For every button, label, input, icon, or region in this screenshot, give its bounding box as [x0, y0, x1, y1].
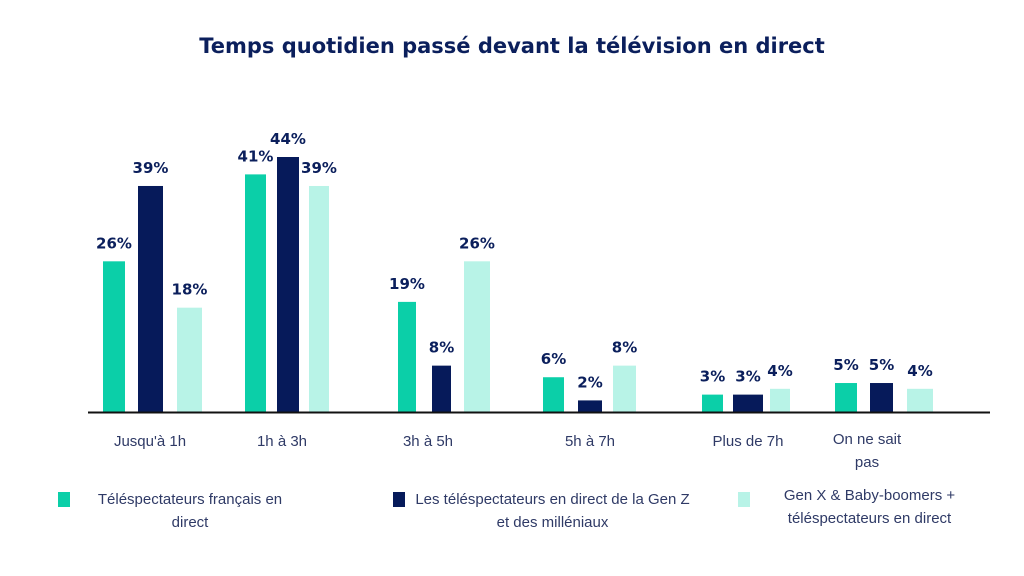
data-label: 18% — [172, 281, 208, 299]
bar — [432, 365, 451, 412]
bar — [578, 400, 602, 412]
legend-swatch-series-3 — [738, 492, 750, 507]
legend-label-series-2: Les téléspectateurs en direct de la Gen … — [415, 491, 690, 531]
data-label: 26% — [96, 234, 132, 252]
data-label: 26% — [459, 234, 495, 252]
x-tick-label: On ne sait pas — [833, 431, 902, 471]
bar — [245, 174, 266, 412]
x-tick-label: Jusqu'à 1h — [114, 433, 186, 450]
legend-swatch-series-2 — [393, 492, 405, 507]
data-label: 4% — [767, 362, 792, 380]
bar — [103, 261, 125, 412]
x-tick-label: 5h à 7h — [565, 433, 615, 450]
bar — [309, 185, 329, 412]
bar — [733, 394, 763, 412]
data-label: 6% — [541, 350, 566, 368]
chart-title: Temps quotidien passé devant la télévisi… — [199, 34, 825, 58]
bar — [277, 157, 299, 412]
bar — [770, 388, 790, 412]
bar — [543, 377, 564, 412]
data-label: 19% — [389, 275, 425, 293]
data-label: 41% — [238, 147, 274, 165]
data-label: 39% — [133, 159, 169, 177]
bar — [702, 394, 723, 412]
legend-label-series-3: Gen X & Baby-boomers + téléspectateurs e… — [783, 487, 956, 527]
data-label: 3% — [700, 368, 725, 386]
legend-swatch-series-1 — [58, 492, 70, 507]
bar — [870, 383, 893, 412]
bar — [835, 383, 857, 412]
bar — [613, 365, 636, 412]
bar — [464, 261, 490, 412]
x-tick-label: Plus de 7h — [713, 433, 784, 450]
data-label: 44% — [270, 130, 306, 148]
legend-label-series-1: Téléspectateurs français en direct — [97, 491, 283, 531]
bar — [398, 301, 416, 412]
data-label: 3% — [735, 368, 760, 386]
data-label: 5% — [833, 356, 858, 374]
bar — [177, 307, 202, 412]
data-label: 8% — [612, 339, 637, 357]
data-label: 5% — [869, 356, 894, 374]
data-label: 2% — [577, 373, 602, 391]
x-tick-label: 1h à 3h — [257, 433, 307, 450]
data-label: 8% — [429, 339, 454, 357]
data-label: 4% — [907, 362, 932, 380]
bar — [138, 185, 163, 412]
data-label: 39% — [301, 159, 337, 177]
bar — [907, 388, 933, 412]
x-tick-label: 3h à 5h — [403, 433, 453, 450]
